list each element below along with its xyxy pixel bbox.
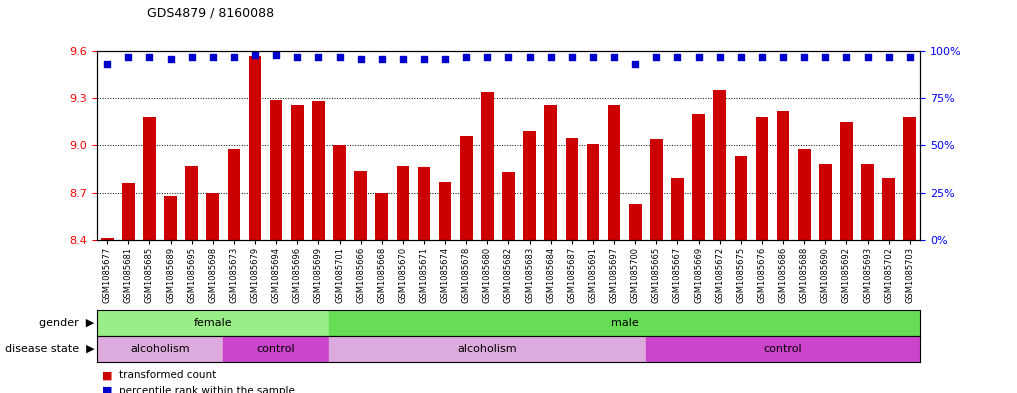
Point [99, 61, 115, 68]
Bar [798, 149, 811, 240]
Text: GDS4879 / 8160088: GDS4879 / 8160088 [147, 7, 275, 20]
Point [732, 53, 749, 60]
Text: transformed count: transformed count [119, 370, 217, 380]
Point [353, 55, 369, 62]
Point [204, 53, 221, 60]
Bar [97, 336, 224, 362]
Bar [524, 131, 536, 240]
Bar [840, 122, 853, 240]
Text: ■: ■ [102, 386, 112, 393]
Bar [122, 183, 134, 240]
Point [796, 53, 813, 60]
Bar [97, 310, 328, 336]
Bar [565, 138, 579, 240]
Point [627, 61, 644, 68]
Point [500, 53, 517, 60]
Point [712, 53, 728, 60]
Bar [185, 166, 198, 240]
Point [163, 55, 179, 62]
Point [838, 53, 854, 60]
Bar [249, 56, 261, 240]
Text: male: male [611, 318, 639, 328]
Bar [270, 100, 283, 240]
Bar [646, 336, 920, 362]
Point [818, 53, 834, 60]
Text: alcoholism: alcoholism [458, 344, 518, 354]
Point [606, 53, 622, 60]
Bar [544, 105, 557, 240]
Bar [861, 164, 874, 240]
Point [120, 53, 136, 60]
Point [775, 53, 791, 60]
Point [395, 55, 411, 62]
Point [522, 53, 538, 60]
Bar [418, 167, 430, 240]
Bar [650, 139, 663, 240]
Text: control: control [257, 344, 296, 354]
Point [691, 53, 707, 60]
Bar [481, 92, 493, 240]
Bar [375, 193, 388, 240]
Point [669, 53, 685, 60]
Point [310, 53, 326, 60]
Point [226, 53, 242, 60]
Bar [291, 105, 304, 240]
Text: alcoholism: alcoholism [130, 344, 190, 354]
Text: disease state  ▶: disease state ▶ [5, 344, 95, 354]
Text: gender  ▶: gender ▶ [40, 318, 95, 328]
Point [332, 53, 348, 60]
Bar [143, 117, 156, 240]
Point [648, 53, 664, 60]
Bar [734, 156, 747, 240]
Point [881, 53, 897, 60]
Point [289, 53, 305, 60]
Bar [460, 136, 473, 240]
Point [585, 53, 601, 60]
Bar [629, 204, 642, 240]
Bar [883, 178, 895, 240]
Point [479, 53, 495, 60]
Bar [438, 182, 452, 240]
Bar [397, 166, 409, 240]
Bar [713, 90, 726, 240]
Bar [312, 101, 324, 240]
Point [373, 55, 390, 62]
Bar [693, 114, 705, 240]
Point [416, 55, 432, 62]
Point [563, 53, 580, 60]
Bar [671, 178, 683, 240]
Point [754, 53, 770, 60]
Bar [228, 149, 240, 240]
Point [902, 53, 918, 60]
Bar [224, 336, 328, 362]
Point [183, 53, 199, 60]
Text: ■: ■ [102, 370, 112, 380]
Bar [903, 117, 916, 240]
Bar [164, 196, 177, 240]
Bar [334, 145, 346, 240]
Point [437, 55, 454, 62]
Point [141, 53, 158, 60]
Bar [206, 193, 219, 240]
Bar [502, 172, 515, 240]
Point [543, 53, 559, 60]
Point [268, 52, 285, 58]
Bar [756, 117, 768, 240]
Text: control: control [764, 344, 802, 354]
Bar [777, 111, 789, 240]
Bar [101, 238, 114, 240]
Point [859, 53, 876, 60]
Bar [819, 164, 832, 240]
Point [247, 52, 263, 58]
Text: female: female [193, 318, 232, 328]
Bar [608, 105, 620, 240]
Bar [328, 310, 920, 336]
Bar [587, 144, 599, 240]
Bar [354, 171, 367, 240]
Point [458, 53, 474, 60]
Bar [328, 336, 646, 362]
Text: percentile rank within the sample: percentile rank within the sample [119, 386, 295, 393]
